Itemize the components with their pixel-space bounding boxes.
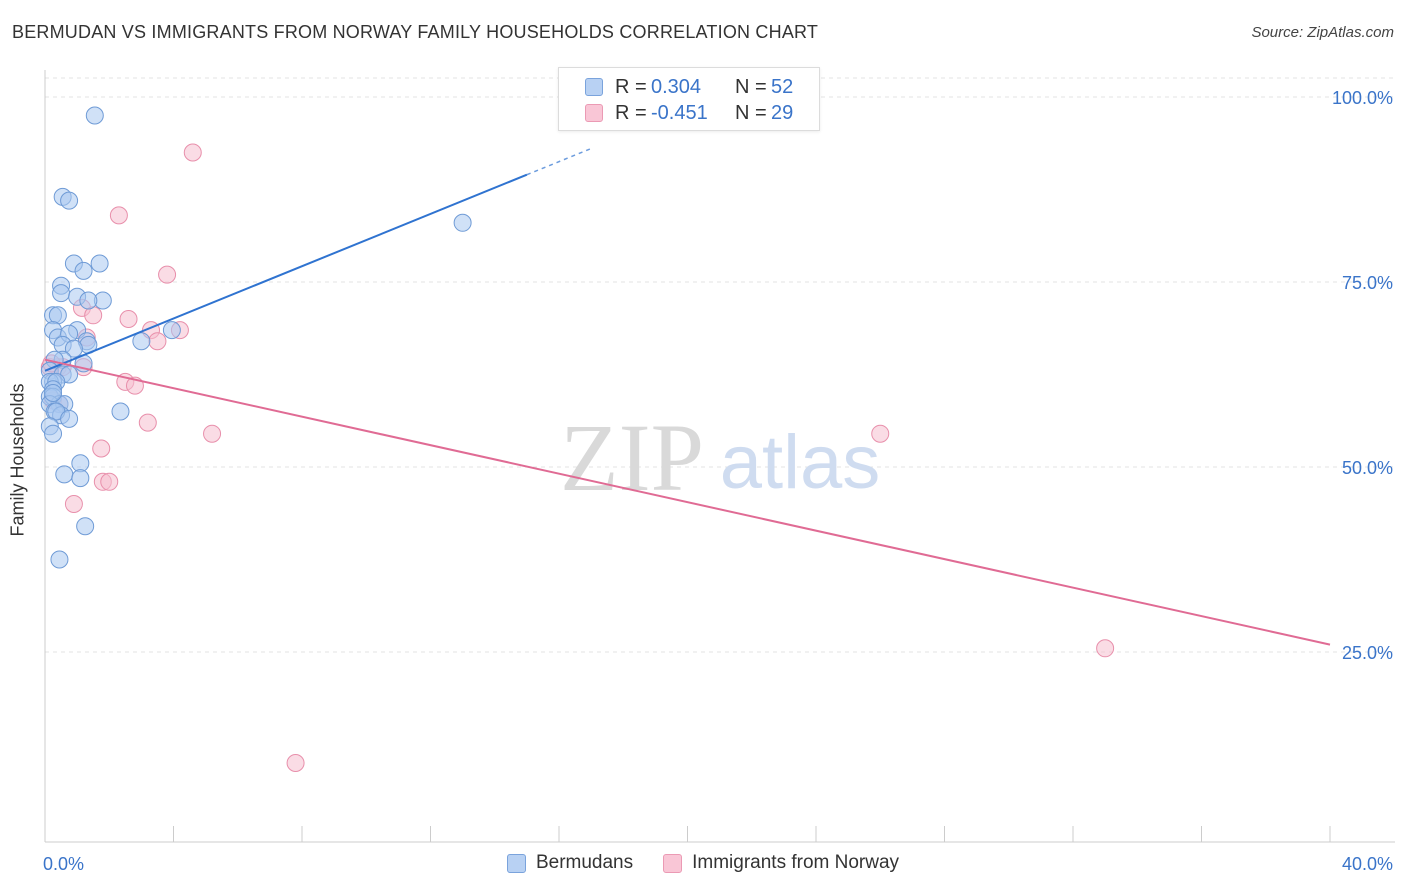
blue-swatch	[506, 853, 526, 873]
point-norway	[1096, 639, 1115, 658]
trendlines	[44, 147, 1331, 646]
point-bermudans	[453, 213, 472, 232]
point-bermudans	[52, 284, 71, 303]
legend-r-value: -0.451	[651, 101, 708, 124]
legend-row-norway: R = -0.451 N = 29	[585, 102, 793, 124]
legend-item-norway[interactable]: Immigrants from Norway	[663, 852, 899, 874]
point-norway	[119, 310, 138, 328]
point-norway	[64, 495, 83, 513]
point-bermudans	[79, 291, 98, 310]
legend-r-value: 0.304	[651, 75, 702, 98]
point-norway	[871, 424, 890, 443]
point-norway	[203, 424, 222, 443]
axes	[44, 70, 1395, 843]
legend-n-value: 29	[771, 101, 794, 124]
watermark-zip: ZIP	[560, 404, 704, 511]
point-norway	[183, 143, 202, 162]
gridlines	[45, 77, 1395, 653]
watermark: ZIP atlas	[560, 404, 880, 511]
source-label: Source: ZipAtlas.com	[1251, 24, 1394, 41]
point-bermudans	[50, 550, 69, 569]
point-bermudans	[55, 465, 74, 484]
legend-r-label: R =	[615, 101, 647, 124]
point-bermudans	[90, 254, 109, 273]
legend-item-bermudans[interactable]: Bermudans	[506, 852, 634, 874]
point-bermudans	[132, 332, 151, 351]
pink-swatch	[585, 104, 603, 122]
y-tick-label: 100.0%	[1332, 88, 1393, 108]
point-norway	[158, 265, 177, 284]
legend-n-label: N =	[735, 75, 767, 98]
legend-n-label: N =	[735, 101, 767, 124]
point-bermudans	[85, 106, 104, 125]
y-tick-label: 25.0%	[1342, 643, 1393, 663]
legend-label-bermudans: Bermudans	[535, 852, 634, 873]
point-bermudans	[44, 384, 63, 402]
y-tick-label: 75.0%	[1342, 273, 1393, 293]
point-norway	[100, 472, 119, 491]
point-bermudans	[71, 469, 90, 488]
trendline-norway	[44, 358, 1331, 646]
y-tick-label: 50.0%	[1342, 458, 1393, 478]
chart-title: BERMUDAN VS IMMIGRANTS FROM NORWAY FAMIL…	[12, 22, 819, 42]
point-bermudans	[162, 321, 181, 340]
legend-n-value: 52	[771, 75, 794, 98]
x-tick-label: 0.0%	[43, 854, 84, 874]
point-norway	[286, 754, 305, 772]
point-norway	[109, 206, 128, 225]
point-norway	[138, 413, 157, 432]
trendline-bermudans	[44, 173, 528, 372]
legend-label-norway: Immigrants from Norway	[692, 852, 900, 873]
point-bermudans	[44, 424, 63, 443]
watermark-atlas: atlas	[720, 420, 881, 505]
x-tick-label: 40.0%	[1342, 854, 1393, 874]
stats-legend: R = 0.304 N = 52 R = -0.451 N = 29	[558, 67, 820, 131]
blue-swatch	[585, 78, 603, 96]
point-bermudans	[111, 402, 130, 421]
trendline-bermudans-extension	[526, 147, 592, 176]
point-bermudans	[76, 517, 95, 536]
pink-swatch	[663, 853, 683, 873]
point-norway	[92, 439, 111, 458]
point-bermudans	[64, 339, 83, 358]
legend-r-label: R =	[615, 75, 647, 98]
point-bermudans	[60, 409, 79, 428]
point-bermudans	[74, 261, 93, 280]
legend-row-bermudans: R = 0.304 N = 52	[585, 76, 793, 98]
tick-labels: 25.0% 50.0% 75.0% 100.0% 0.0% 40.0%	[43, 88, 1393, 874]
series-legend: Bermudans Immigrants from Norway	[0, 852, 1406, 874]
point-norway	[148, 332, 167, 351]
series-bermudans	[40, 106, 472, 569]
point-bermudans	[60, 191, 79, 210]
